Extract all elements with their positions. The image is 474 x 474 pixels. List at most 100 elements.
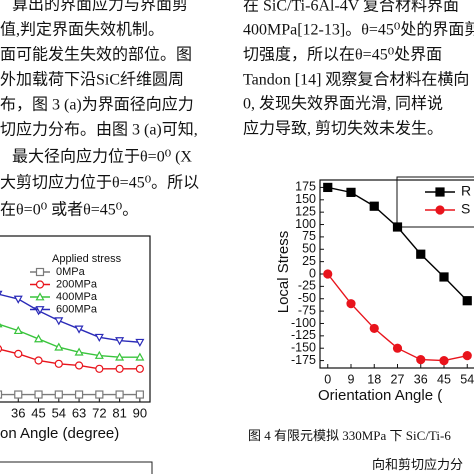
marker	[115, 337, 125, 346]
marker	[439, 272, 449, 282]
plot-frame	[0, 235, 151, 403]
y-tick-label: -175	[291, 353, 316, 367]
y-axis-label: Local Stress	[275, 231, 292, 314]
legend-label: 600MPa	[56, 303, 98, 315]
text-line: 面可能发生失效的部位。图	[0, 46, 192, 64]
text-line: 值,判定界面失效机制。	[0, 21, 164, 39]
marker	[115, 364, 124, 373]
text-line: 切强度，所以在θ=45⁰处界面	[243, 46, 442, 64]
x-tick-label: 54	[52, 405, 66, 420]
x-axis-label: on Angle (degree)	[0, 425, 119, 442]
marker	[135, 338, 145, 347]
y-tick-label: -25	[298, 279, 316, 293]
text-line: 400MPa[12-13]。θ=45⁰处的界面剪	[243, 21, 474, 39]
y-tick-label: -150	[291, 341, 316, 355]
marker	[0, 322, 3, 328]
marker	[74, 347, 84, 356]
legend-title: Applied stress	[52, 253, 122, 265]
x-tick-label: 72	[92, 405, 106, 420]
y-tick-label: 50	[302, 242, 316, 256]
x-tick-label: 27	[391, 372, 405, 386]
marker	[392, 222, 403, 232]
marker	[416, 249, 426, 259]
marker	[74, 390, 84, 399]
y-tick-label: 175	[295, 180, 316, 194]
marker	[0, 390, 3, 399]
marker	[435, 187, 445, 197]
x-tick-label: 45	[437, 372, 451, 386]
marker	[14, 349, 23, 358]
legend-label: R	[461, 183, 471, 199]
marker	[95, 364, 104, 373]
marker	[435, 205, 445, 215]
text-line: 布，图 3 (a)为界面径向应力	[0, 95, 194, 114]
x-tick-label: 36	[414, 372, 428, 386]
y-tick-label: -75	[298, 303, 316, 317]
y-tick-label: -100	[291, 316, 316, 330]
figure-caption: 图 4 有限元模拟 330MPa 下 SiC/Ti-6	[248, 428, 451, 443]
y-tick-label: 150	[295, 192, 316, 206]
marker	[34, 334, 44, 343]
text-line: Tandon [14] 观察复合材料在横向	[243, 71, 469, 89]
marker	[54, 317, 64, 326]
text-line: 最大径向应力位于θ=0⁰ (X	[12, 147, 192, 166]
y-tick-label: 0	[309, 266, 316, 280]
x-tick-label: 0	[324, 372, 331, 386]
legend-label: 200MPa	[56, 278, 98, 290]
marker	[439, 355, 449, 366]
marker	[323, 182, 333, 193]
marker	[74, 361, 84, 370]
x-axis-label: Orientation Angle (	[318, 387, 442, 404]
legend-label: 400MPa	[56, 291, 98, 303]
marker	[54, 342, 64, 351]
marker	[95, 390, 104, 399]
x-tick-label: 18	[367, 372, 381, 386]
y-tick-label: 75	[302, 229, 316, 243]
marker	[35, 306, 45, 315]
marker	[416, 354, 426, 365]
y-tick-label: -50	[298, 291, 316, 305]
y-tick-label: 125	[295, 204, 316, 218]
legend-box	[396, 176, 474, 228]
marker	[346, 299, 356, 309]
y-tick-label: 100	[295, 217, 316, 231]
x-tick-label: 9	[348, 372, 355, 386]
marker	[94, 350, 104, 359]
marker	[0, 290, 3, 296]
x-tick-label: 90	[133, 405, 147, 420]
marker	[13, 295, 23, 304]
marker	[115, 352, 125, 361]
marker	[135, 390, 144, 399]
marker	[54, 359, 63, 368]
marker	[462, 296, 472, 306]
marker	[115, 390, 124, 399]
marker	[135, 352, 145, 361]
legend-label: S	[461, 201, 470, 217]
marker	[35, 280, 45, 289]
x-tick-label: 63	[72, 405, 86, 420]
x-tick-label: 45	[31, 405, 45, 420]
text-line: 在θ=0⁰ 或者θ=45⁰。	[0, 201, 138, 219]
marker	[34, 390, 43, 399]
marker	[54, 390, 63, 399]
marker	[94, 333, 104, 342]
x-tick-label: 36	[11, 405, 25, 420]
table-frame	[0, 461, 153, 474]
marker	[74, 325, 84, 334]
text-line: 大剪切应力位于θ=45⁰。所以	[0, 173, 199, 192]
marker	[369, 201, 379, 211]
text-line: 切应力分布。由图 3 (a)可知,	[0, 120, 198, 139]
marker	[13, 325, 23, 335]
marker	[35, 292, 45, 301]
text-line: 在 SiC/Ti-6Al-4V 复合材料界面	[243, 0, 459, 15]
figure-caption: 向和剪切应力分	[372, 457, 463, 472]
marker	[392, 343, 403, 353]
y-tick-label: -125	[291, 328, 316, 342]
x-tick-label: 81	[112, 405, 126, 420]
figure-left: 36 45 54 63 72 81 90 on Angle (degree) 0MPa200MP…	[0, 235, 151, 442]
text-line: 0, 发现失效界面光滑, 同样说	[243, 95, 443, 113]
marker	[35, 267, 45, 277]
marker	[323, 269, 333, 279]
marker	[34, 356, 43, 365]
